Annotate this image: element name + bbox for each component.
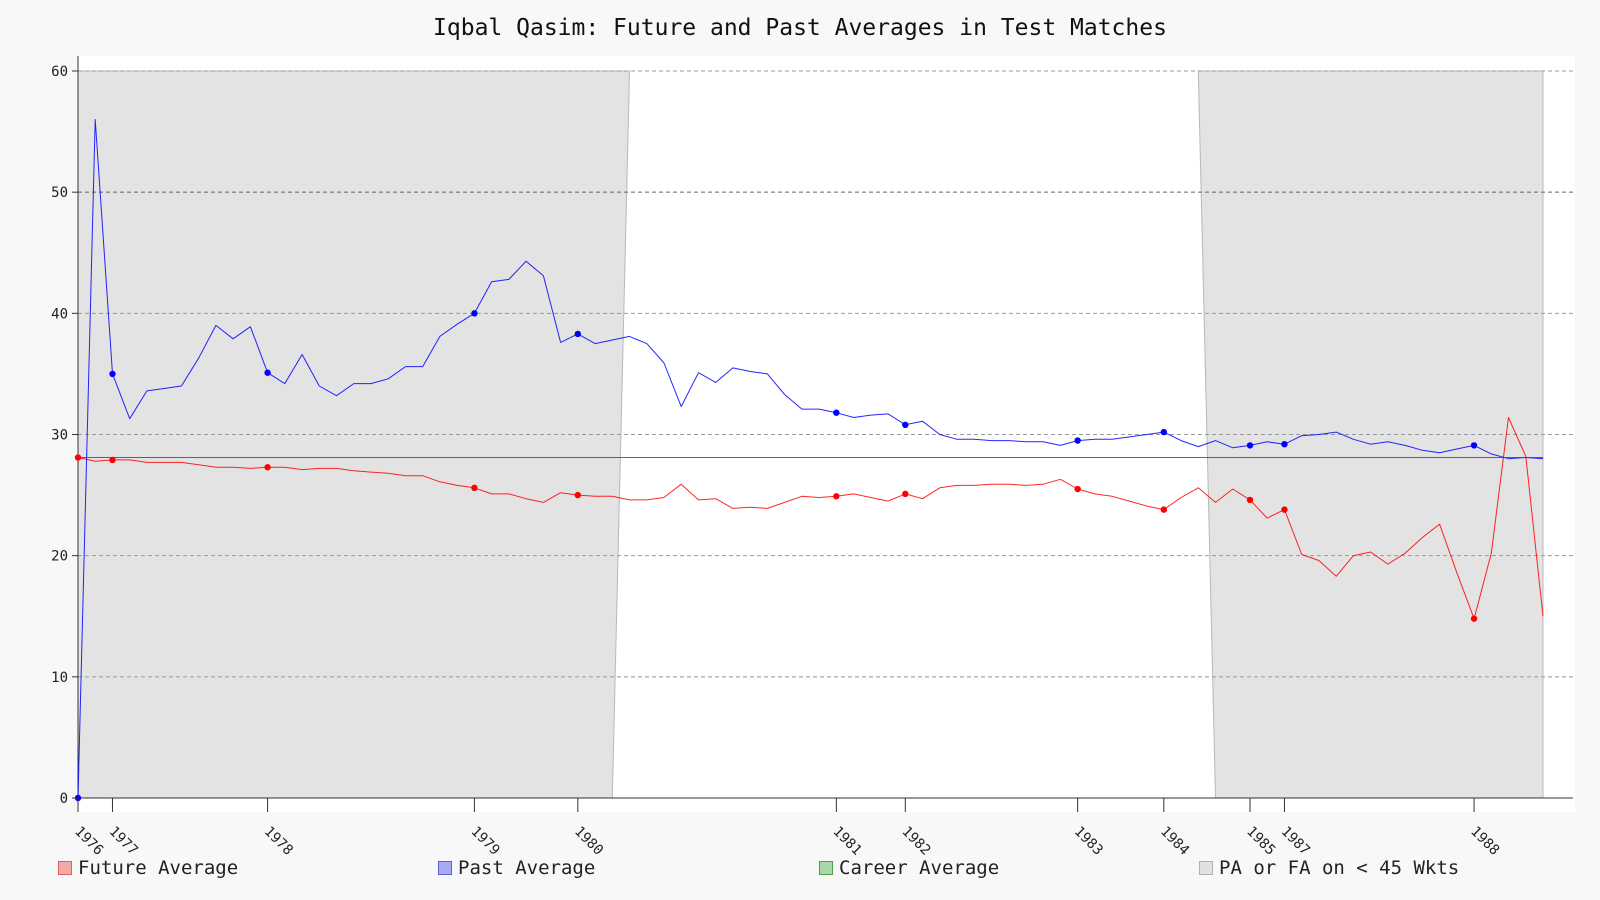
x-tick-label-1977: 1977 bbox=[106, 824, 141, 859]
x-tick-label-1988: 1988 bbox=[1467, 824, 1502, 859]
y-tick-label-10: 10 bbox=[51, 670, 68, 686]
point-past-average-29 bbox=[574, 330, 582, 338]
legend: Future Average Past Average Career Avera… bbox=[0, 857, 1600, 885]
y-tick-label-60: 60 bbox=[51, 64, 68, 80]
legend-swatch-shaded bbox=[1199, 861, 1213, 875]
legend-swatch-future bbox=[58, 861, 72, 875]
point-past-average-48 bbox=[902, 421, 909, 429]
point-future-average-58 bbox=[1074, 485, 1081, 493]
x-tick-label-1982: 1982 bbox=[898, 824, 933, 859]
point-past-average-70 bbox=[1281, 440, 1288, 448]
point-future-average-48 bbox=[902, 490, 909, 498]
series-line-future-average bbox=[77, 417, 1544, 620]
point-future-average-2 bbox=[109, 456, 116, 464]
x-tick-label-1981: 1981 bbox=[830, 824, 865, 859]
point-future-average-44 bbox=[833, 493, 840, 500]
y-tick-label-20: 20 bbox=[51, 549, 68, 565]
point-future-average-81 bbox=[1470, 615, 1478, 622]
legend-label-career: Career Average bbox=[839, 857, 1000, 879]
legend-label-shaded: PA or FA on < 45 Wkts bbox=[1219, 857, 1460, 879]
point-past-average-11 bbox=[264, 369, 271, 376]
legend-item-future-average[interactable]: Future Average bbox=[58, 857, 238, 879]
point-past-average-63 bbox=[1160, 428, 1168, 436]
legend-item-past-average[interactable]: Past Average bbox=[438, 857, 595, 879]
legend-swatch-career bbox=[819, 861, 833, 875]
x-tick-label-1980: 1980 bbox=[571, 824, 606, 859]
x-tick-label-1979: 1979 bbox=[468, 824, 503, 859]
x-tick-label-1978: 1978 bbox=[261, 824, 296, 859]
point-past-average-2 bbox=[109, 370, 116, 378]
x-tick-label-1976: 1976 bbox=[71, 824, 106, 859]
y-tick-labels: 0 10 20 30 40 50 60 bbox=[51, 64, 78, 807]
point-future-average-29 bbox=[574, 491, 582, 499]
legend-swatch-past bbox=[438, 861, 452, 875]
legend-label-past: Past Average bbox=[458, 857, 596, 879]
series-markers bbox=[74, 310, 1478, 802]
point-past-average-58 bbox=[1074, 437, 1081, 444]
y-tick-label-50: 50 bbox=[51, 185, 68, 201]
legend-item-career-average[interactable]: Career Average bbox=[819, 857, 999, 879]
point-future-average-23 bbox=[471, 484, 478, 492]
point-past-average-23 bbox=[471, 310, 478, 317]
y-tick-label-0: 0 bbox=[60, 791, 68, 807]
y-tick-label-30: 30 bbox=[51, 428, 68, 444]
x-tick-label-1987: 1987 bbox=[1278, 824, 1313, 859]
point-past-average-68 bbox=[1246, 442, 1254, 449]
point-future-average-70 bbox=[1281, 506, 1288, 513]
point-past-average-81 bbox=[1470, 442, 1478, 449]
x-tick-label-1985: 1985 bbox=[1243, 824, 1278, 859]
chart-title: Iqbal Qasim: Future and Past Averages in… bbox=[433, 15, 1167, 41]
x-tick-label-1984: 1984 bbox=[1157, 824, 1192, 859]
x-tick-label-1983: 1983 bbox=[1071, 824, 1106, 859]
series-lines bbox=[77, 119, 1544, 799]
legend-label-future: Future Average bbox=[78, 857, 239, 879]
point-future-average-11 bbox=[264, 464, 271, 471]
point-past-average-44 bbox=[833, 409, 840, 416]
y-tick-label-40: 40 bbox=[51, 306, 68, 322]
point-future-average-68 bbox=[1246, 496, 1254, 504]
series-line-past-average bbox=[77, 119, 1544, 799]
legend-item-shaded[interactable]: PA or FA on < 45 Wkts bbox=[1199, 857, 1459, 879]
point-future-average-63 bbox=[1160, 506, 1168, 513]
point-future-average-0 bbox=[74, 454, 82, 461]
